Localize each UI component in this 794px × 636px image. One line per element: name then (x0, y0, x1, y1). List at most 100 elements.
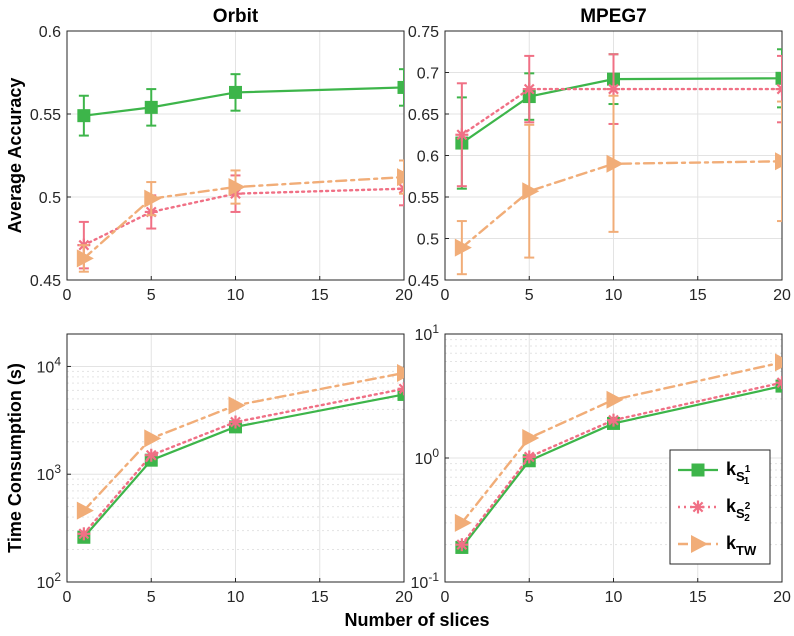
data-point-marker (775, 82, 782, 96)
x-tick-label: 5 (525, 287, 534, 304)
x-tick-label: 0 (63, 287, 72, 304)
y-tick-label: 101 (415, 322, 440, 344)
x-tick-label: 20 (773, 287, 791, 304)
grid (66, 333, 405, 583)
x-tick-label: 10 (605, 287, 623, 304)
error-bar (399, 159, 404, 195)
data-point-marker (522, 428, 540, 447)
chart-title: MPEG7 (580, 6, 647, 27)
x-tick-label: 0 (441, 287, 450, 304)
y-tick-label: 0.45 (30, 273, 61, 290)
data-point-marker (76, 249, 94, 268)
data-point-marker (228, 396, 246, 415)
x-tick-label: 20 (395, 589, 413, 606)
y-axis-label: Average Accuracy (5, 78, 25, 234)
data-point-marker (522, 82, 536, 96)
data-point-marker (76, 501, 94, 520)
series-line (82, 86, 404, 117)
legend-label: kS2 2 (726, 496, 751, 524)
data-point-marker (455, 538, 469, 552)
y-tick-label: 103 (37, 462, 62, 484)
data-point-marker (775, 353, 782, 372)
chart-mpeg7-acc: 0 5 10 15 20 0.45 0.5 0.55 0.6 0.65 0.7 0.75 MPEG7 (408, 6, 791, 304)
data-point-marker (77, 109, 91, 123)
data-point-marker (397, 387, 404, 401)
series-line (460, 361, 782, 525)
x-tick-label: 10 (227, 589, 245, 606)
data-point-marker (607, 82, 620, 96)
y-tick-label: 10-1 (411, 570, 440, 592)
legend-marker (691, 500, 705, 514)
series-tw (454, 94, 782, 276)
y-tick-label: 0.6 (417, 149, 439, 166)
x-tick-label: 20 (395, 287, 413, 304)
data-point-marker (397, 363, 404, 382)
legend-entry-s2: kS2 2 (678, 496, 751, 524)
data-point-marker (397, 80, 404, 94)
chart-orbit-acc: 0 5 10 15 20 0.45 0.5 0.55 0.6 Orbit Average Accur… (5, 6, 413, 304)
chart-orbit-time: 0 5 10 15 20 102 103 104 Time Consumption (s) (5, 333, 413, 606)
data-point-marker (229, 85, 242, 99)
x-tick-label: 5 (147, 287, 156, 304)
y-tick-label: 102 (37, 570, 62, 592)
y-axis-label: Time Consumption (s) (5, 363, 25, 553)
y-tick-label: 0.55 (30, 107, 61, 124)
series-line (460, 87, 782, 136)
x-tick-label: 15 (689, 589, 707, 606)
data-point-marker (397, 168, 404, 187)
legend-entry-tw: kTW (678, 533, 757, 558)
error-bar (399, 68, 404, 107)
y-tick-label: 0.5 (39, 190, 61, 207)
legend-label: kTW (726, 533, 757, 558)
legend-entry-s1: kS1 1 (678, 459, 751, 487)
data-point-marker (606, 390, 624, 409)
data-point-marker (454, 513, 472, 532)
x-tick-label: 20 (773, 589, 791, 606)
series-tw (76, 363, 404, 520)
series-line (460, 381, 782, 546)
series-line (82, 393, 404, 539)
series-line (460, 385, 782, 549)
data-point-marker (144, 100, 158, 114)
data-point-marker (144, 448, 158, 462)
legend-label: kS1 1 (726, 459, 751, 487)
data-point-marker (144, 189, 162, 208)
shared-x-axis-label: Number of slices (344, 610, 489, 630)
data-point-marker (229, 415, 242, 429)
error-bar (777, 54, 782, 124)
data-point-marker (607, 413, 620, 427)
y-tick-label: 0.65 (408, 107, 439, 124)
x-tick-label: 15 (311, 287, 329, 304)
data-point-marker (397, 182, 404, 196)
data-point-marker (397, 382, 404, 396)
x-tick-label: 5 (147, 589, 156, 606)
y-tick-label: 0.45 (408, 273, 439, 290)
data-point-marker (454, 238, 472, 257)
data-point-marker (775, 152, 782, 171)
legend-marker (691, 463, 705, 477)
y-tick-label: 104 (37, 354, 62, 376)
series-s2 (455, 376, 782, 552)
series-line (82, 175, 404, 260)
error-bar (777, 48, 782, 109)
data-point-marker (228, 178, 246, 197)
series-line (460, 160, 782, 249)
x-tick-label: 10 (227, 287, 245, 304)
series-line (460, 77, 782, 145)
data-point-marker (775, 376, 782, 390)
series-tw (76, 159, 404, 273)
x-tick-label: 15 (311, 589, 329, 606)
series-s1 (77, 387, 404, 544)
series-s1 (455, 48, 782, 190)
series-s1 (77, 68, 404, 137)
grid (66, 30, 405, 281)
data-point-marker (522, 182, 540, 201)
y-tick-label: 0.7 (417, 66, 439, 83)
series-tw (454, 353, 782, 532)
error-bar (777, 100, 782, 223)
data-point-marker (455, 128, 469, 142)
y-tick-label: 0.55 (408, 190, 439, 207)
data-point-marker (77, 527, 91, 541)
x-tick-label: 0 (441, 589, 450, 606)
